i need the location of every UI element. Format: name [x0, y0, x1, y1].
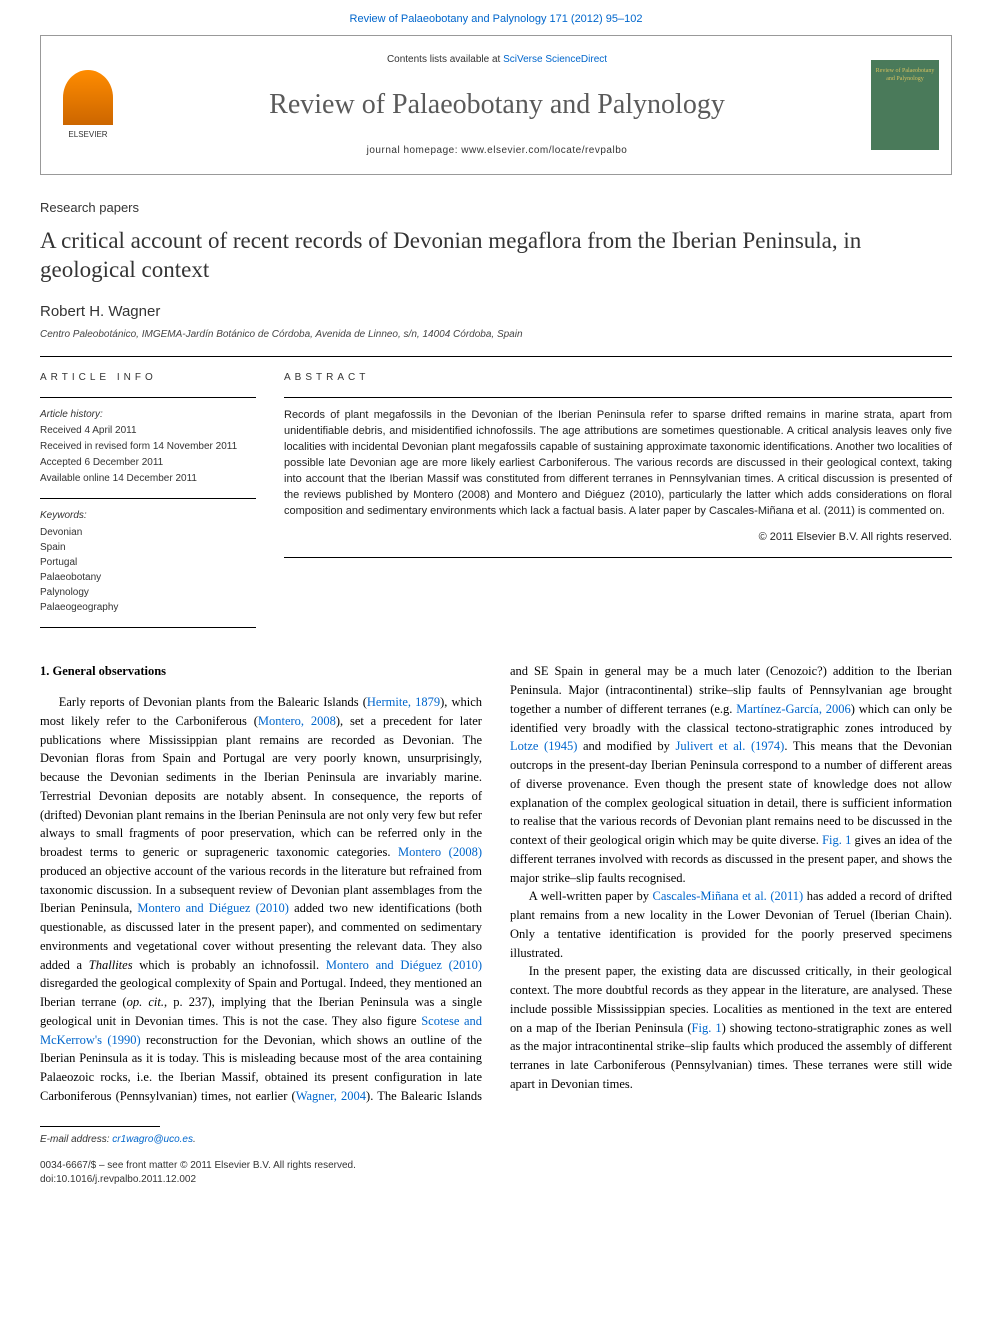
elsevier-tree-icon [63, 70, 113, 125]
keyword: Palynology [40, 585, 256, 600]
sciencedirect-link[interactable]: SciVerse ScienceDirect [503, 54, 607, 65]
citation-link[interactable]: Wagner, 2004 [296, 1089, 366, 1103]
body-paragraph-3: In the present paper, the existing data … [510, 962, 952, 1093]
cover-text: Review of Palaeobotany and Palynology [875, 68, 935, 82]
citation-link[interactable]: Julivert et al. (1974) [676, 739, 785, 753]
keyword: Devonian [40, 525, 256, 540]
abstract-column: ABSTRACT Records of plant megafossils in… [284, 371, 952, 638]
taxon-italic: Thallites [89, 958, 133, 972]
citation-link[interactable]: Montero (2008) [398, 845, 482, 859]
journal-title: Review of Palaeobotany and Palynology [123, 85, 871, 124]
info-divider-top [40, 397, 256, 398]
section-1-heading: 1. General observations [40, 662, 482, 681]
citation-link[interactable]: Martínez-García, 2006 [736, 702, 851, 716]
email-label: E-mail address: [40, 1134, 112, 1145]
online-date: Available online 14 December 2011 [40, 472, 256, 486]
footer-area: E-mail address: cr1wagro@uco.es. [40, 1126, 952, 1147]
figure-link[interactable]: Fig. 1 [692, 1021, 722, 1035]
section-label: Research papers [40, 199, 952, 217]
info-divider-mid [40, 498, 256, 499]
journal-header-box: ELSEVIER Contents lists available at Sci… [40, 35, 952, 175]
revised-date: Received in revised form 14 November 201… [40, 440, 256, 454]
journal-cover-thumbnail[interactable]: Review of Palaeobotany and Palynology [871, 60, 939, 150]
abstract-divider-bottom [284, 557, 952, 558]
abstract-divider-top [284, 397, 952, 398]
citation-link[interactable]: Hermite, 1879 [367, 695, 440, 709]
elsevier-label: ELSEVIER [68, 129, 107, 140]
footer-divider [40, 1126, 160, 1127]
elsevier-logo[interactable]: ELSEVIER [53, 65, 123, 145]
accepted-date: Accepted 6 December 2011 [40, 456, 256, 470]
footer-email-line: E-mail address: cr1wagro@uco.es. [40, 1133, 952, 1147]
citation-link[interactable]: Montero, 2008 [258, 714, 336, 728]
citation-link[interactable]: Montero and Diéguez (2010) [326, 958, 482, 972]
abstract-copyright: © 2011 Elsevier B.V. All rights reserved… [284, 530, 952, 545]
email-link[interactable]: cr1wagro@uco.es [112, 1134, 193, 1145]
article-info-heading: ARTICLE INFO [40, 371, 256, 385]
history-label: Article history: [40, 408, 256, 422]
body-text-columns: 1. General observations Early reports of… [40, 662, 952, 1105]
issn-line: 0034-6667/$ – see front matter © 2011 El… [40, 1159, 952, 1173]
contents-line: Contents lists available at SciVerse Sci… [123, 53, 871, 67]
keyword: Spain [40, 540, 256, 555]
contents-prefix: Contents lists available at [387, 54, 503, 65]
homepage-url[interactable]: www.elsevier.com/locate/revpalbo [461, 145, 627, 156]
homepage-prefix: journal homepage: [367, 145, 462, 156]
citation-link[interactable]: Montero and Diéguez (2010) [137, 901, 289, 915]
opcit-italic: op. cit. [127, 995, 164, 1009]
keyword: Palaeogeography [40, 600, 256, 615]
header-center: Contents lists available at SciVerse Sci… [123, 53, 871, 158]
top-citation-link[interactable]: Review of Palaeobotany and Palynology 17… [0, 0, 992, 35]
abstract-text: Records of plant megafossils in the Devo… [284, 408, 952, 520]
footer-bottom: 0034-6667/$ – see front matter © 2011 El… [40, 1159, 952, 1187]
journal-homepage: journal homepage: www.elsevier.com/locat… [123, 144, 871, 158]
article-info-column: ARTICLE INFO Article history: Received 4… [40, 371, 256, 638]
citation-link[interactable]: Cascales-Miñana et al. (2011) [653, 889, 804, 903]
info-divider-bottom [40, 627, 256, 628]
received-date: Received 4 April 2011 [40, 424, 256, 438]
keyword: Palaeobotany [40, 570, 256, 585]
body-paragraph-2: A well-written paper by Cascales-Miñana … [510, 887, 952, 962]
info-abstract-row: ARTICLE INFO Article history: Received 4… [40, 356, 952, 638]
article-title: A critical account of recent records of … [40, 226, 952, 286]
citation-link[interactable]: Lotze (1945) [510, 739, 577, 753]
keywords-label: Keywords: [40, 509, 256, 523]
abstract-heading: ABSTRACT [284, 371, 952, 385]
doi-line: doi:10.1016/j.revpalbo.2011.12.002 [40, 1173, 952, 1187]
keyword: Portugal [40, 555, 256, 570]
figure-link[interactable]: Fig. 1 [822, 833, 851, 847]
author-name[interactable]: Robert H. Wagner [40, 301, 952, 322]
keywords-list: Devonian Spain Portugal Palaeobotany Pal… [40, 525, 256, 615]
author-affiliation: Centro Paleobotánico, IMGEMA-Jardín Botá… [40, 328, 952, 342]
